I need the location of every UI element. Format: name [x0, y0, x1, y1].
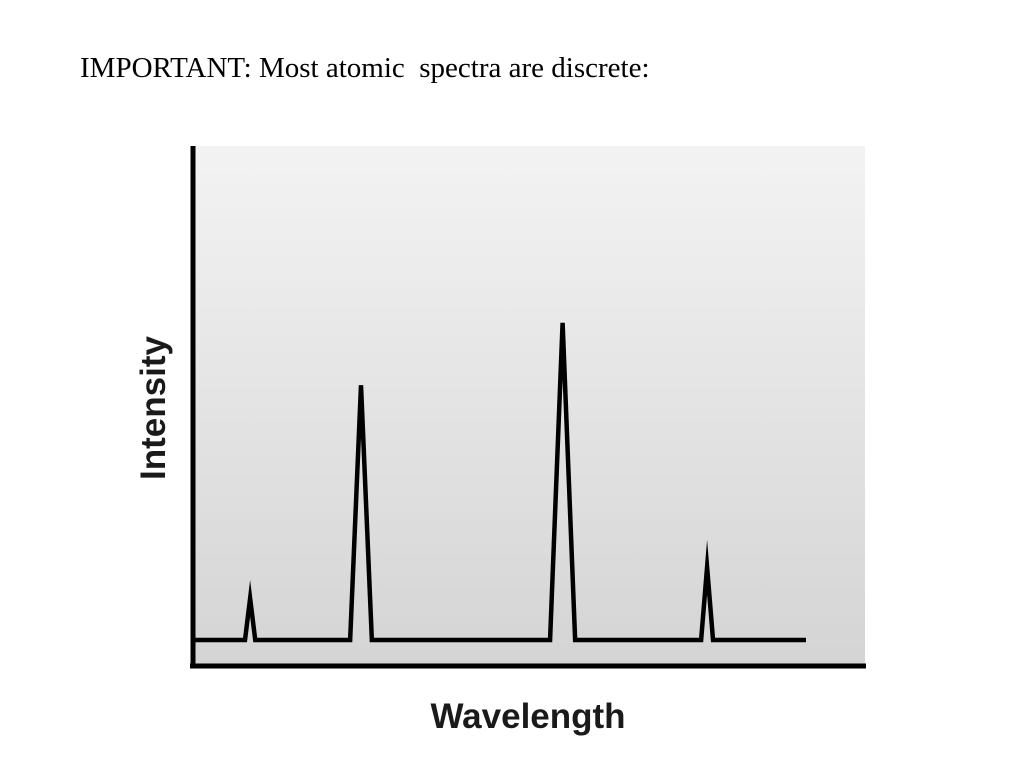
plot-background	[193, 146, 865, 667]
y-axis-label: Intensity	[134, 336, 173, 480]
x-axis-label: Wavelength	[430, 697, 625, 736]
spectrum-line	[193, 322, 806, 643]
slide-title: IMPORTANT: Most atomic spectra are discr…	[80, 52, 650, 84]
